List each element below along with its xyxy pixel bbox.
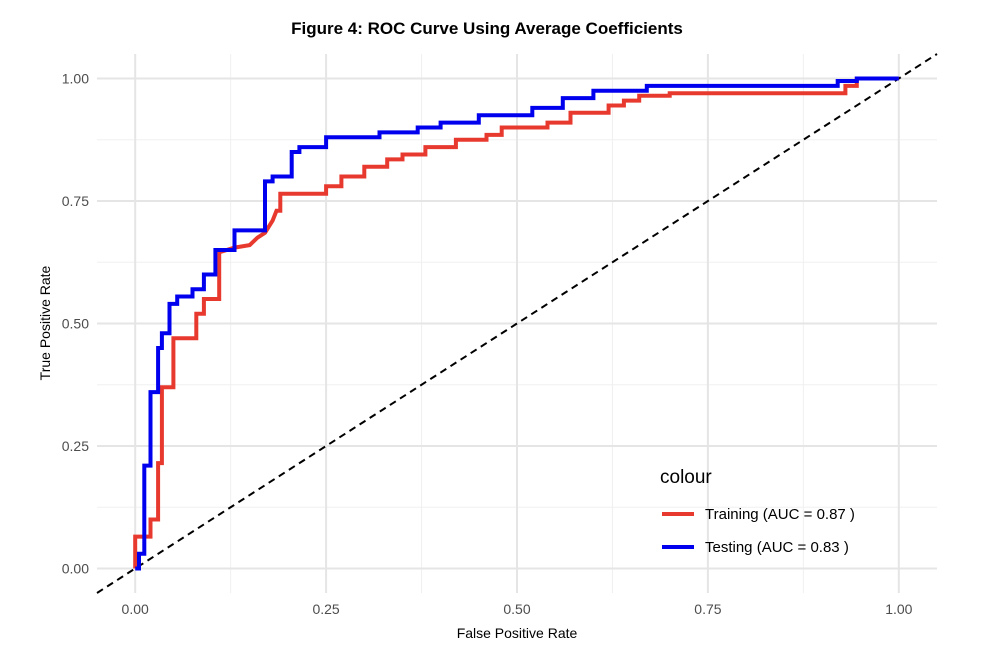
y-tick-label: 0.25 [62, 438, 89, 454]
y-axis-ticks: 0.00 0.25 0.50 0.75 1.00 [62, 71, 89, 577]
x-axis-ticks: 0.00 0.25 0.50 0.75 1.00 [122, 601, 913, 617]
series-line-testing [135, 76, 899, 571]
y-tick-label: 0.50 [62, 316, 89, 332]
diagonal-reference-line [96, 53, 938, 594]
y-tick-label: 0.00 [62, 561, 89, 577]
legend-label-testing: Testing (AUC = 0.83 ) [705, 539, 849, 556]
series-layer [133, 76, 899, 571]
chart-title: Figure 4: ROC Curve Using Average Coeffi… [291, 19, 683, 38]
reference-diagonal [96, 53, 938, 594]
legend-title: colour [660, 467, 712, 488]
y-axis-label: True Positive Rate [37, 265, 53, 380]
series-line-training [133, 76, 899, 569]
legend: colour Training (AUC = 0.87 ) Testing (AU… [660, 467, 855, 556]
y-tick-label: 0.75 [62, 193, 89, 209]
x-axis-label: False Positive Rate [457, 625, 578, 641]
x-tick-label: 1.00 [885, 601, 912, 617]
x-tick-label: 0.50 [503, 601, 530, 617]
x-tick-label: 0.75 [694, 601, 721, 617]
x-tick-label: 0.00 [122, 601, 149, 617]
x-tick-label: 0.25 [312, 601, 339, 617]
legend-label-training: Training (AUC = 0.87 ) [705, 506, 855, 523]
y-tick-label: 1.00 [62, 71, 89, 87]
